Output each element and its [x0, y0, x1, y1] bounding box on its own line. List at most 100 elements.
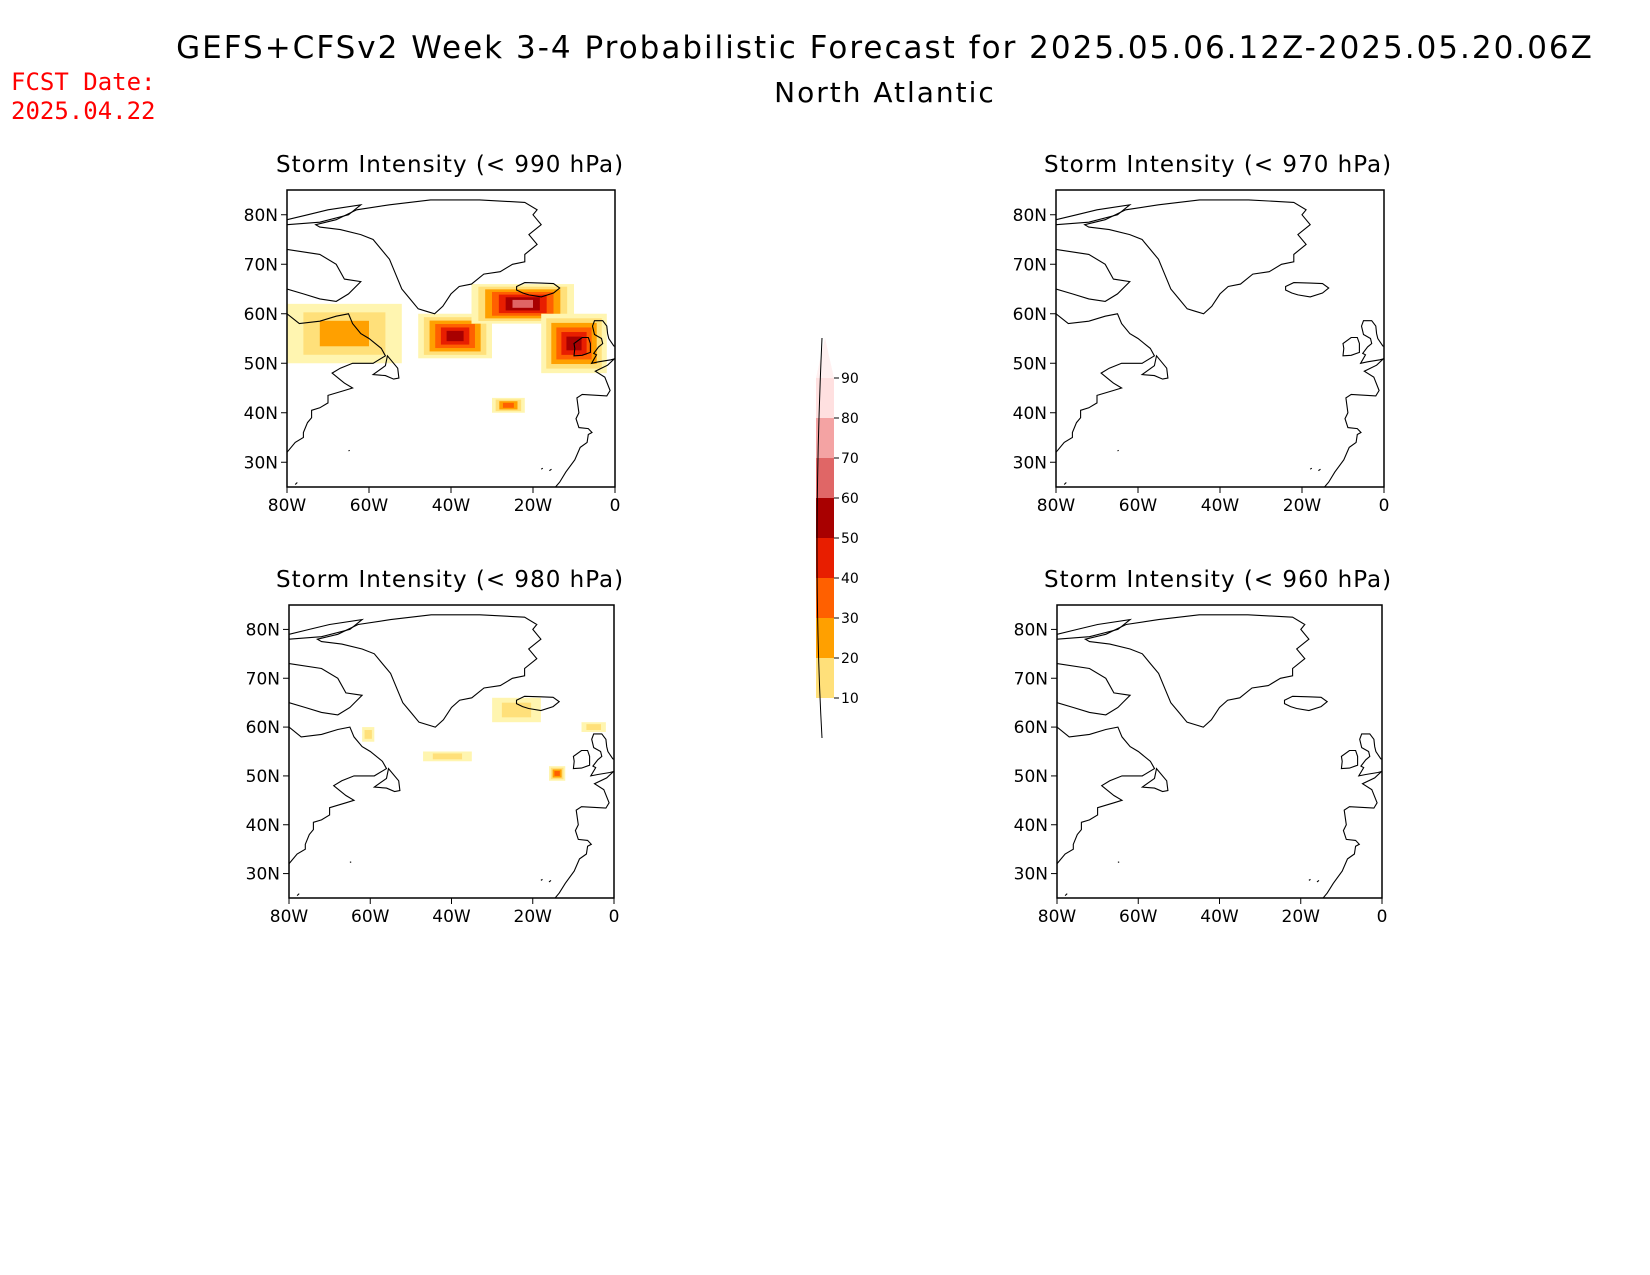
prob-region: [549, 766, 566, 781]
island-outline: [540, 878, 543, 881]
coast-line: [1323, 357, 1384, 487]
landmass-outline: [314, 199, 542, 315]
landmass-outline: [1283, 695, 1329, 712]
lon-tick-label: 20W: [514, 496, 553, 516]
coastline: [1056, 199, 1384, 487]
colorbar-box: [816, 378, 834, 418]
colorbar-box: [816, 618, 834, 658]
island-outline: [1117, 861, 1120, 863]
landmass-outline: [1285, 282, 1330, 298]
subtitle: North Atlantic: [774, 76, 996, 109]
panel-title-980: Storm Intensity (< 980 hPa): [276, 567, 625, 593]
lat-tick-label: 40N: [246, 816, 280, 836]
lat-tick-label: 50N: [244, 354, 278, 374]
lat-tick-label: 50N: [1013, 354, 1047, 374]
island-outline: [1318, 468, 1321, 472]
prob-cell: [502, 402, 514, 408]
landmass-outline: [1140, 354, 1169, 380]
fcst-date-block: FCST Date: 2025.04.22: [11, 68, 156, 126]
lat-tick-label: 70N: [244, 255, 278, 275]
lat-tick-label: 70N: [1014, 669, 1048, 689]
prob-region: [287, 303, 402, 364]
landmass-outline: [516, 282, 561, 298]
lat-tick-label: 80N: [1014, 620, 1048, 640]
landmass-outline: [1056, 248, 1131, 302]
prob-region: [581, 722, 606, 732]
colorbar-box: [816, 418, 834, 458]
landmass-outline: [572, 749, 591, 770]
colorbar-box: [816, 498, 834, 538]
lat-tick-label: 80N: [246, 620, 280, 640]
colorbar-label: 60: [841, 491, 859, 507]
map-panel-960: 80N 70N 60N 50N 40N 30N 80W 60W 40W 20W 0: [1014, 604, 1388, 927]
prob-region: [362, 727, 375, 742]
map-panel-970: 80N 70N 60N 50N 40N 30N 80W 60W 40W 20W 0: [1013, 189, 1390, 516]
coast-line: [1322, 770, 1382, 898]
colorbar-box: [816, 538, 834, 578]
lat-tick-label: 70N: [1013, 255, 1047, 275]
coast-line: [554, 770, 614, 898]
prob-cell: [364, 730, 372, 739]
coast-line: [289, 726, 388, 874]
lon-tick-label: 20W: [1283, 496, 1322, 516]
island-outline: [348, 449, 350, 452]
colorbar-label: 40: [841, 571, 859, 587]
lon-tick-label: 40W: [432, 907, 471, 927]
lat-tick-label: 80N: [1013, 206, 1047, 226]
island-outline: [1309, 467, 1313, 470]
colorbar-label: 50: [841, 531, 859, 547]
lat-tick-label: 40N: [1014, 816, 1048, 836]
lon-tick-label: 40W: [1201, 496, 1240, 516]
panel-title-970: Storm Intensity (< 970 hPa): [1044, 152, 1393, 178]
prob-cell: [512, 299, 533, 308]
lat-tick-label: 50N: [246, 767, 280, 787]
colorbar-box: [816, 458, 834, 498]
landmass-outline: [1056, 203, 1132, 226]
landmass-outline: [1340, 749, 1359, 770]
fcst-date: 2025.04.22: [11, 97, 156, 125]
colorbar-edge: [816, 337, 823, 739]
coastline: [287, 199, 615, 487]
lon-tick-label: 0: [610, 496, 621, 516]
prob-cell: [554, 771, 560, 776]
prob-region: [423, 751, 472, 762]
lon-tick-label: 20W: [1282, 907, 1321, 927]
prob-cell: [446, 330, 464, 342]
landmass-outline: [287, 203, 363, 226]
landmass-outline: [1359, 320, 1384, 365]
landmass-outline: [1140, 767, 1169, 793]
landmass-outline: [1342, 336, 1360, 357]
landmass-outline: [589, 733, 614, 777]
island-outline: [1064, 893, 1068, 896]
prob-region: [418, 313, 492, 359]
lat-tick-label: 30N: [244, 453, 278, 473]
lat-tick-label: 50N: [1014, 767, 1048, 787]
colorbar-top-cap: [816, 338, 834, 378]
lon-tick-label: 80W: [270, 907, 309, 927]
lon-tick-label: 0: [1379, 496, 1390, 516]
lat-tick-label: 30N: [1014, 865, 1048, 885]
landmass-outline: [1357, 733, 1382, 777]
landmass-outline: [1057, 618, 1133, 640]
map-frame: [1055, 189, 1385, 488]
lon-tick-label: 0: [1377, 907, 1388, 927]
lat-tick-label: 70N: [246, 669, 280, 689]
island-outline: [296, 893, 300, 896]
lat-tick-label: 80N: [244, 206, 278, 226]
coastline: [1057, 614, 1382, 898]
prob-cell: [501, 702, 532, 718]
island-outline: [1316, 879, 1320, 883]
lon-tick-label: 20W: [514, 907, 553, 927]
coast-line: [1057, 726, 1156, 874]
coastline: [289, 614, 614, 898]
landmass-outline: [289, 618, 365, 640]
map-panel-990: 80N 70N 60N 50N 40N 30N 80W 60W 40W 20W 0: [244, 189, 621, 516]
prob-cell: [432, 753, 463, 760]
panel-title-960: Storm Intensity (< 960 hPa): [1044, 567, 1393, 593]
coast-line: [287, 313, 387, 463]
colorbar-bottom-cap: [816, 698, 834, 738]
landmass-outline: [289, 663, 364, 716]
landmass-outline: [287, 248, 362, 302]
colorbar-label: 20: [841, 651, 859, 667]
